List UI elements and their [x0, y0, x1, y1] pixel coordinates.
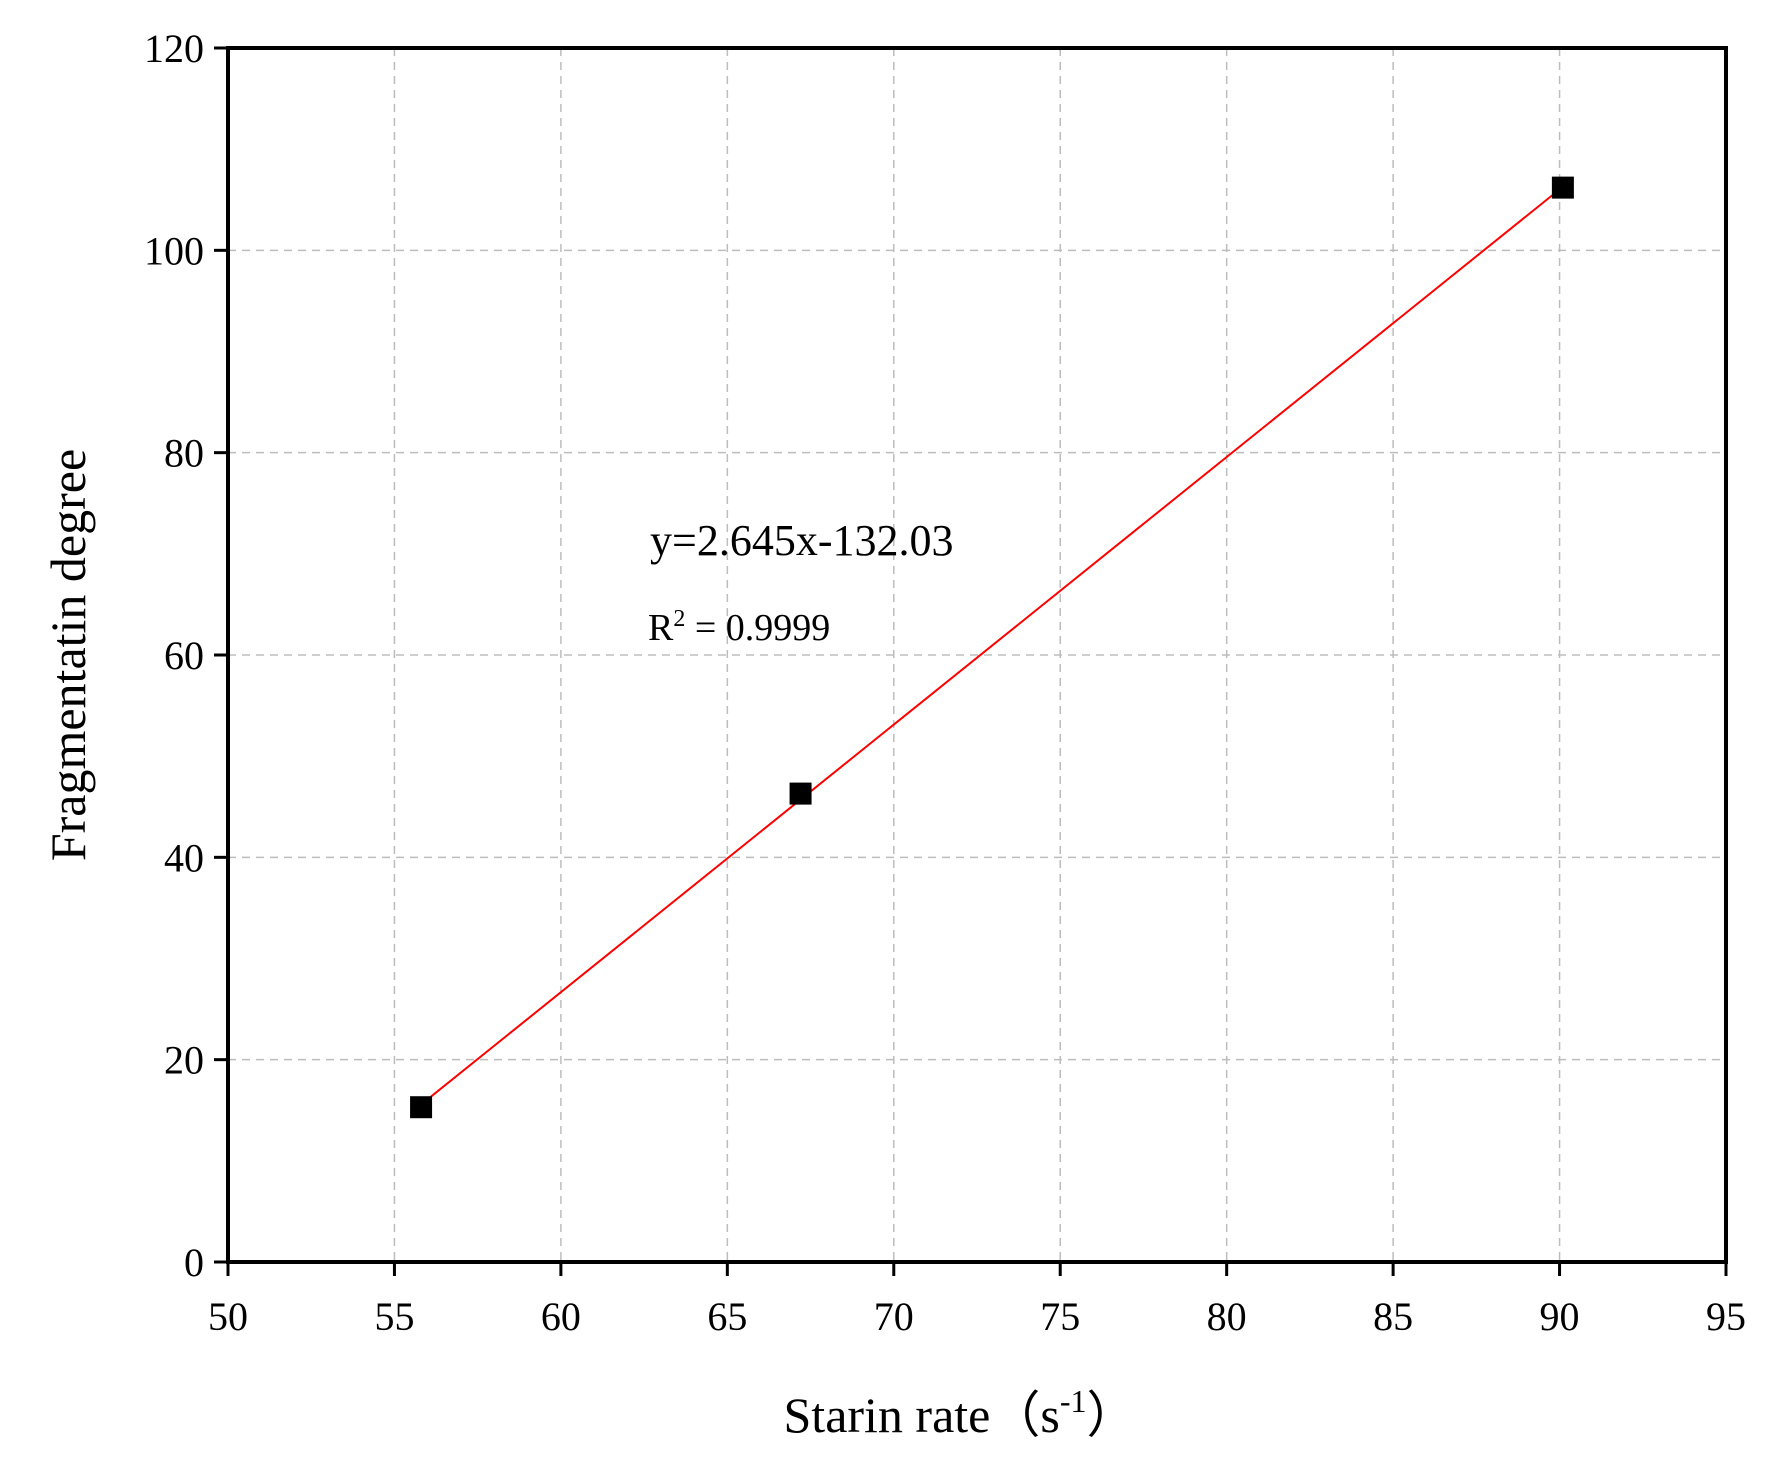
annotation-r-squared: R2 = 0.9999	[648, 606, 830, 649]
fit-line	[420, 185, 1564, 1106]
annotation-equation: y=2.645x-132.03	[650, 516, 953, 565]
y-tick-label: 80	[164, 431, 204, 476]
x-tick-label: 50	[208, 1294, 248, 1339]
data-point	[789, 782, 812, 805]
x-tick-label: 55	[374, 1294, 414, 1339]
y-tick-label: 20	[164, 1038, 204, 1083]
x-tick-label: 95	[1706, 1294, 1746, 1339]
x-tick-label: 65	[707, 1294, 747, 1339]
data-point	[410, 1096, 433, 1119]
data-points	[410, 176, 1574, 1119]
y-tick-label: 60	[164, 633, 204, 678]
grid	[228, 48, 1726, 1262]
y-tick-label: 100	[144, 228, 204, 273]
x-tick-label: 85	[1373, 1294, 1413, 1339]
x-tick-label: 90	[1540, 1294, 1580, 1339]
x-axis-title: Starin rate（s-1）	[784, 1383, 1137, 1443]
data-point	[1551, 176, 1574, 199]
fit-line-layer	[420, 185, 1564, 1106]
x-tick-label: 75	[1040, 1294, 1080, 1339]
y-tick-label: 0	[184, 1240, 204, 1285]
x-tick-label: 70	[874, 1294, 914, 1339]
axis-ticks: 50 55 60 65 70 75 80 85 90 95 0 20 40 60 80 100 120	[144, 26, 1746, 1339]
y-tick-label: 40	[164, 835, 204, 880]
y-tick-label: 120	[144, 26, 204, 71]
x-tick-label: 60	[541, 1294, 581, 1339]
y-axis-title: Fragmentatin degree	[40, 449, 96, 861]
x-tick-label: 80	[1207, 1294, 1247, 1339]
